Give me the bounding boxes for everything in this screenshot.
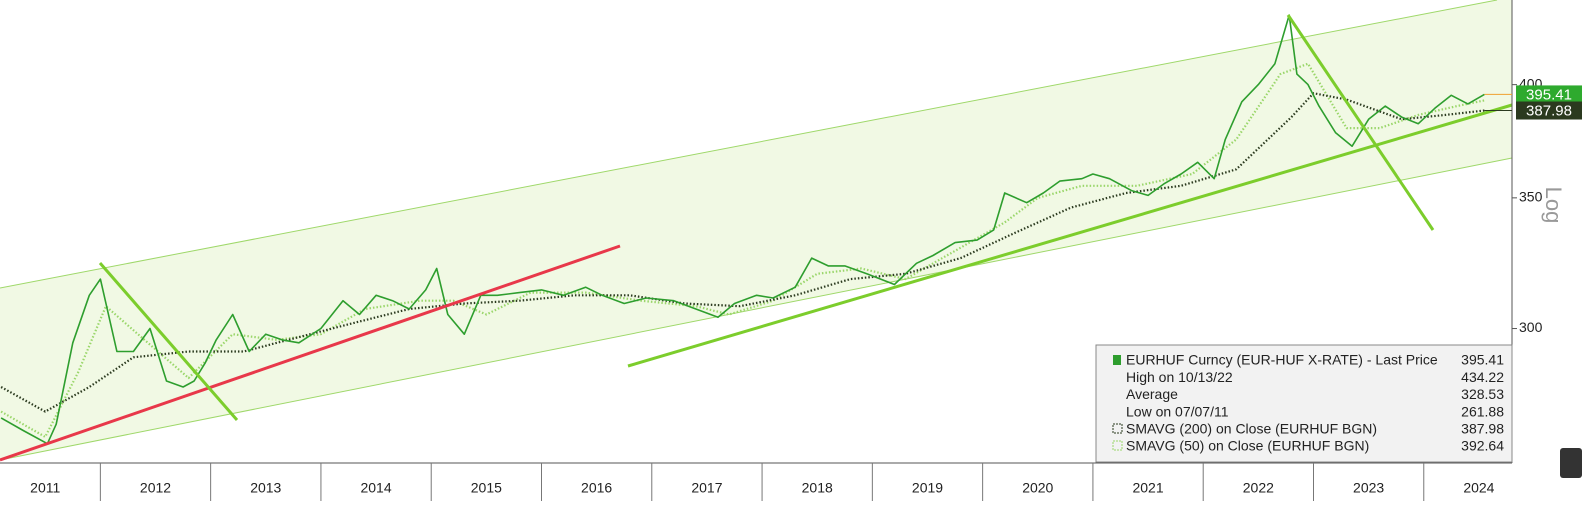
- x-tick-label: 2015: [471, 480, 502, 496]
- trend-line: [98, 262, 239, 421]
- last-value-tag: [1516, 85, 1582, 104]
- last-value-label: 395.41: [1526, 86, 1572, 103]
- legend-value: 328.53: [1461, 386, 1504, 402]
- x-tick-label: 2013: [250, 480, 281, 496]
- legend: EURHUF Curncy (EUR-HUF X-RATE) - Last Pr…: [1095, 344, 1513, 463]
- x-tick-label: 2020: [1022, 480, 1053, 496]
- legend-value: 261.88: [1461, 403, 1504, 419]
- legend-value: 392.64: [1461, 438, 1504, 454]
- x-tick-label: 2019: [912, 480, 943, 496]
- last-value-label: 387.98: [1526, 102, 1572, 119]
- legend-label: Average: [1126, 386, 1178, 402]
- x-tick-label: 2022: [1243, 480, 1274, 496]
- series-line: [0, 62, 1485, 438]
- x-tick-label: 2017: [691, 480, 722, 496]
- legend-value: 395.41: [1461, 352, 1504, 368]
- legend-swatch: [1113, 355, 1121, 365]
- legend-value: 387.98: [1461, 421, 1504, 437]
- legend-label: Low on 07/07/11: [1126, 403, 1229, 419]
- series-layer: [0, 14, 1485, 445]
- trend-line-red: [0, 244, 621, 462]
- channel-lower: [0, 157, 1513, 461]
- x-tick-label: 2016: [581, 480, 612, 496]
- legend-label: SMAVG (200) on Close (EURHUF BGN): [1126, 421, 1377, 437]
- x-tick-label: 2023: [1353, 480, 1384, 496]
- channel-upper: [0, 0, 1498, 289]
- channel-fill: [0, 0, 1512, 460]
- legend-value: 434.22: [1461, 369, 1504, 385]
- trend-line: [1286, 14, 1435, 231]
- y-tick-label: 350: [1519, 189, 1543, 205]
- x-tick-label: 2012: [140, 480, 171, 496]
- scroll-tab: [1560, 448, 1582, 478]
- legend-label: High on 10/13/22: [1126, 369, 1233, 385]
- x-tick-label: 2021: [1132, 480, 1163, 496]
- legend-label: EURHUF Curncy (EUR-HUF X-RATE) - Last Pr…: [1126, 352, 1438, 368]
- x-tick-label: 2024: [1463, 480, 1494, 496]
- trend-line: [627, 103, 1513, 368]
- series-line: [0, 14, 1485, 445]
- x-tick-label: 2014: [360, 480, 391, 496]
- legend-label: SMAVG (50) on Close (EURHUF BGN): [1126, 438, 1369, 454]
- legend-swatch: [1112, 423, 1123, 434]
- legend-swatch: [1112, 440, 1123, 451]
- x-tick-label: 2011: [30, 480, 60, 496]
- last-value-tag: [1516, 101, 1582, 120]
- y-axis-label: Log: [1541, 187, 1566, 224]
- x-tick-label: 2018: [802, 480, 833, 496]
- legend-box: [1095, 344, 1513, 463]
- y-tick-label: 300: [1519, 319, 1543, 335]
- series-line: [0, 92, 1485, 413]
